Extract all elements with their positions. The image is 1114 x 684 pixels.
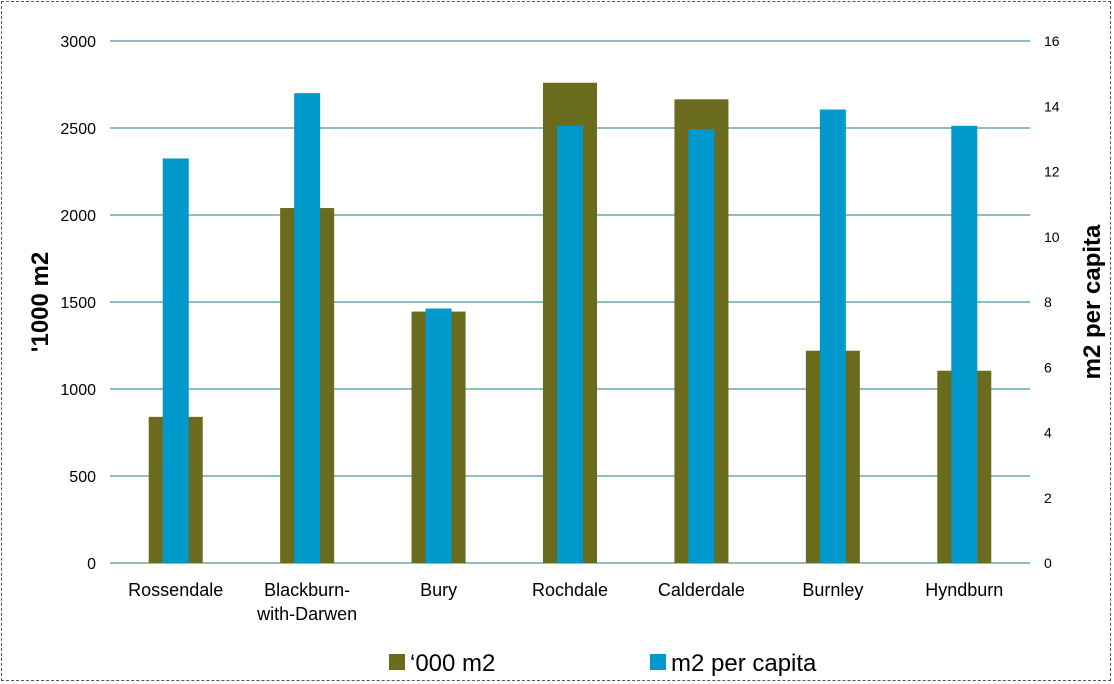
left-tick-label: 0 [87, 556, 96, 573]
category-label: Bury [420, 580, 457, 600]
left-tick-label: 3000 [60, 34, 96, 51]
left-tick-label: 2500 [60, 121, 96, 138]
legend-label-000m2: ‘000 m2 [410, 650, 495, 677]
legend-swatch-000m2 [389, 654, 405, 670]
bar-per-capita-1 [294, 93, 321, 563]
right-tick-label: 10 [1044, 229, 1060, 245]
right-tick-label: 4 [1044, 425, 1052, 441]
right-tick-label: 2 [1044, 490, 1052, 506]
category-label: Calderdale [658, 580, 745, 600]
category-label: Hyndburn [925, 580, 1003, 600]
legend-label-per-capita: m2 per capita [671, 650, 817, 677]
right-tick-label: 16 [1044, 33, 1060, 49]
right-tick-label: 12 [1044, 164, 1060, 180]
bar-per-capita-0 [162, 158, 189, 563]
series-per-capita-bars [162, 93, 978, 563]
gridlines [110, 40, 1030, 564]
category-labels: Rossendale Blackburn-with-Darwen Bury Rochd… [128, 580, 1003, 624]
left-tick-label: 1500 [60, 295, 96, 312]
left-tick-label: 1000 [60, 382, 96, 399]
bar-per-capita-3 [557, 125, 583, 563]
category-label: Rossendale [128, 580, 223, 600]
right-axis-ticks: 0 2 4 6 8 10 12 14 16 [1044, 33, 1060, 571]
category-label: Blackburn-with-Darwen [256, 580, 357, 624]
category-label: Rochdale [532, 580, 608, 600]
bar-per-capita-2 [425, 308, 452, 563]
right-axis-title: m2 per capita [1079, 224, 1106, 379]
left-tick-label: 500 [69, 469, 96, 486]
left-axis-title: '1000 m2 [27, 252, 54, 352]
bar-per-capita-6 [951, 125, 978, 563]
legend-swatch-per-capita [650, 654, 666, 670]
right-tick-label: 8 [1044, 294, 1052, 310]
category-label: Burnley [802, 580, 863, 600]
bar-per-capita-5 [819, 109, 846, 563]
bar-per-capita-4 [688, 129, 715, 563]
legend: ‘000 m2 m2 per capita [389, 650, 817, 677]
left-tick-label: 2000 [60, 208, 96, 225]
left-axis-ticks: 0 500 1000 1500 2000 2500 3000 [60, 34, 96, 573]
right-tick-label: 6 [1044, 359, 1052, 375]
right-tick-label: 0 [1044, 555, 1052, 571]
right-tick-label: 14 [1044, 98, 1060, 114]
